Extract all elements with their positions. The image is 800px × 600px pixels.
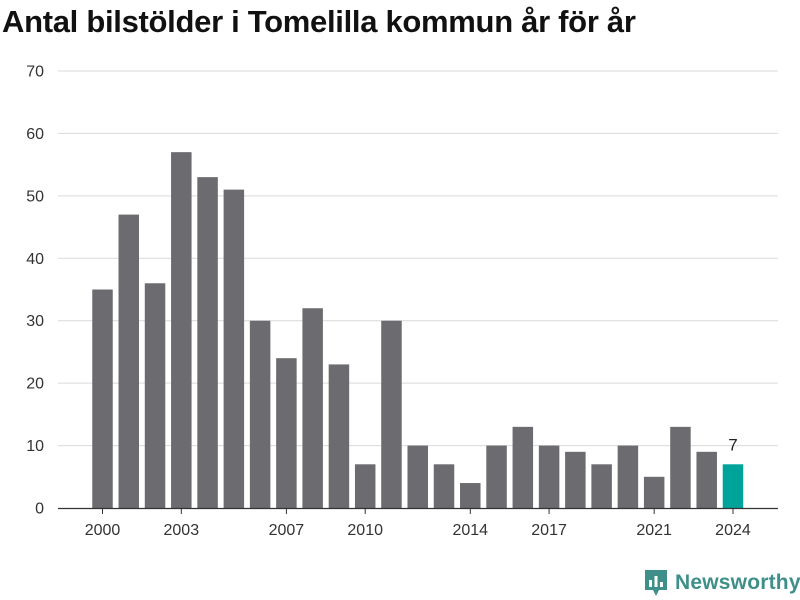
- x-tick-label-2014: 2014: [452, 522, 488, 539]
- bar-2018: [565, 451, 586, 508]
- bar-2012: [407, 445, 428, 508]
- bar-2023: [696, 451, 717, 508]
- bars: [92, 152, 744, 509]
- bar-2011: [381, 320, 402, 508]
- bar-2000: [92, 289, 113, 508]
- x-tick-label-2017: 2017: [531, 522, 567, 539]
- y-tick-label-60: 60: [26, 126, 44, 143]
- newsworthy-logo: Newsworthy: [643, 568, 800, 598]
- bar-2005: [223, 189, 245, 508]
- bar-2016: [512, 426, 534, 508]
- bar-2019: [591, 464, 612, 508]
- bar-2002: [144, 283, 166, 508]
- bar-2004: [197, 177, 218, 508]
- bar-2021: [643, 476, 665, 508]
- bar-2003: [171, 152, 192, 508]
- bar-2013: [433, 464, 455, 508]
- y-tick-label-0: 0: [35, 501, 44, 518]
- bar-2009: [328, 364, 350, 508]
- y-tick-label-10: 10: [26, 438, 44, 455]
- data-label-2024: 7: [728, 435, 737, 454]
- bar-2006: [249, 320, 271, 508]
- y-axis-ticks: 0 10 20 30 40 50 60 70: [26, 64, 44, 518]
- bar-2001: [118, 214, 140, 509]
- y-tick-label-20: 20: [26, 376, 44, 393]
- grid-lines: [58, 70, 778, 447]
- bar-2017: [538, 445, 560, 508]
- x-tick-label-2000: 2000: [85, 522, 121, 539]
- x-axis-ticks: 2000 2003 2007 2010 2014 2017 2021 2024: [58, 507, 778, 539]
- x-tick-label-2010: 2010: [347, 522, 383, 539]
- bar-2015: [486, 445, 507, 508]
- newsworthy-logo-icon: [645, 570, 667, 596]
- bar-2014: [460, 483, 481, 508]
- y-tick-label-40: 40: [26, 251, 44, 268]
- x-tick-label-2007: 2007: [269, 522, 305, 539]
- y-tick-label-50: 50: [26, 188, 44, 205]
- bar-2007: [276, 358, 297, 508]
- bar-2024: [722, 464, 744, 508]
- chart-title: Antal bilstölder i Tomelilla kommun år f…: [2, 4, 636, 39]
- bar-2022: [670, 426, 691, 508]
- bar-2008: [302, 308, 323, 508]
- x-tick-label-2003: 2003: [164, 522, 200, 539]
- data-labels: 7: [728, 435, 737, 454]
- x-tick-label-2024: 2024: [715, 522, 751, 539]
- y-tick-label-70: 70: [26, 64, 44, 81]
- bar-2010: [354, 464, 376, 508]
- bar-2020: [617, 445, 639, 508]
- x-tick-label-2021: 2021: [636, 522, 672, 539]
- y-tick-label-30: 30: [26, 313, 44, 330]
- newsworthy-logo-text: Newsworthy: [675, 571, 800, 594]
